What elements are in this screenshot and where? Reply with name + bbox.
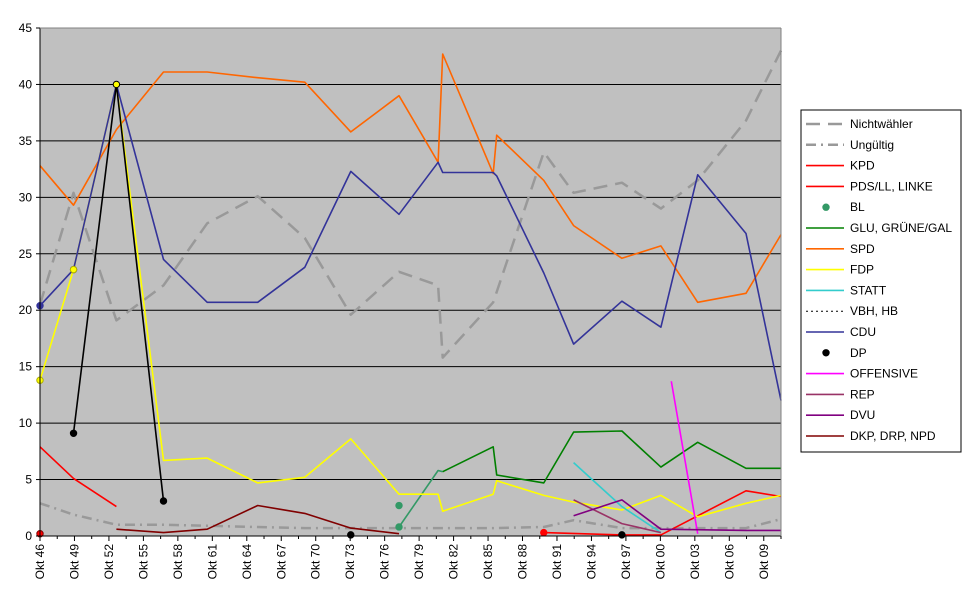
series-line-spd [39, 53, 782, 304]
legend-item-glu-gr-ne-gal: GLU, GRÜNE/GAL [806, 221, 952, 235]
legend-item-ung-ltig: Ungültig [806, 138, 894, 152]
x-tick-label-17: Okt 97 [619, 544, 633, 580]
x-tick-label-10: Okt 76 [378, 544, 392, 580]
legend-label-dp: DP [850, 346, 867, 360]
y-tick-label-40: 40 [19, 77, 33, 91]
x-tick-label-0: Okt 46 [33, 544, 47, 580]
x-tick-label-13: Okt 85 [481, 544, 495, 580]
series-line-rep [573, 499, 662, 534]
x-tick-label-6: Okt 64 [240, 544, 254, 580]
x-tick-label-9: Okt 73 [343, 544, 357, 580]
legend-label-bl: BL [850, 200, 865, 214]
series-line-statt [573, 462, 662, 534]
y-tick-label-20: 20 [19, 303, 33, 317]
x-tick-label-1: Okt 49 [68, 544, 82, 580]
legend-item-rep: REP [806, 387, 875, 401]
legend-item-vbh-hb: VBH, HB [806, 304, 898, 318]
x-tick-label-11: Okt 79 [412, 544, 426, 580]
legend-item-statt: STATT [806, 283, 887, 297]
legend-label-offensive: OFFENSIVE [850, 367, 918, 381]
y-tick-label-25: 25 [19, 247, 33, 261]
series-line-ung-ltig [39, 502, 782, 530]
marker-pds-ll-linke-12 [540, 528, 548, 537]
legend-label-statt: STATT [850, 283, 887, 297]
markers-layer [36, 80, 626, 539]
x-tick-label-12: Okt 82 [447, 544, 461, 580]
x-tick-label-18: Okt 00 [653, 544, 667, 580]
legend-label-ung-ltig: Ungültig [850, 138, 894, 152]
series-line-dkp-drp-npd [116, 504, 400, 535]
marker-dp-7 [347, 531, 355, 539]
legend-swatch-bl [822, 203, 830, 211]
marker-dp-5 [69, 429, 78, 437]
legend-item-dkp-drp-npd: DKP, DRP, NPD [806, 429, 936, 443]
x-tick-label-5: Okt 61 [205, 544, 219, 580]
axes-layer: 0 5 10 15 20 25 30 35 40 45 Okt 46 Okt 49 Okt 52 Okt … [19, 21, 782, 580]
legend-item-spd: SPD [806, 242, 875, 256]
legend-item-dvu: DVU [806, 408, 875, 422]
legend-item-cdu: CDU [806, 325, 876, 339]
y-tick-label-30: 30 [19, 190, 33, 204]
x-tick-label-16: Okt 94 [584, 544, 598, 580]
x-tick-label-3: Okt 55 [136, 544, 150, 580]
y-tick-label-45: 45 [19, 21, 33, 35]
legend-label-nichtw-hler: Nichtwähler [850, 117, 913, 131]
marker-fdp-4 [112, 80, 121, 89]
series-line-glu-gr-ne-gal [442, 430, 781, 484]
legend-item-pds-ll-linke: PDS/LL, LINKE [806, 179, 933, 193]
series-line-fdp [39, 83, 782, 518]
x-tick-label-2: Okt 52 [102, 544, 116, 580]
series-line-dvu [573, 499, 781, 532]
y-tick-label-0: 0 [25, 529, 32, 543]
legend-label-spd: SPD [850, 242, 875, 256]
y-tick-label-15: 15 [19, 360, 33, 374]
legend-label-dvu: DVU [850, 408, 875, 422]
x-tick-label-15: Okt 91 [550, 544, 564, 580]
marker-bl-10 [395, 523, 403, 531]
legend-item-bl: BL [822, 200, 865, 214]
legend-label-cdu: CDU [850, 325, 876, 339]
legend-label-rep: REP [850, 387, 875, 401]
legend-item-fdp: FDP [806, 263, 874, 277]
series-line-nichtw-hler [38, 50, 783, 359]
marker-bl-9 [395, 501, 403, 510]
legend-label-kpd: KPD [850, 159, 875, 173]
x-tick-label-19: Okt 03 [688, 544, 702, 580]
x-tick-label-7: Okt 67 [274, 544, 288, 580]
series-line-pds-ll-linke [543, 489, 782, 536]
marker-dp-6 [159, 497, 168, 505]
legend-label-glu-gr-ne-gal: GLU, GRÜNE/GAL [850, 221, 952, 235]
series-line-bl [398, 469, 443, 528]
plot-area [40, 28, 781, 536]
legend-label-pds-ll-linke: PDS/LL, LINKE [850, 179, 933, 193]
x-tick-label-20: Okt 06 [722, 544, 736, 580]
legend-item-kpd: KPD [806, 159, 875, 173]
legend-box [800, 109, 962, 453]
legend-label-vbh-hb: VBH, HB [850, 304, 898, 318]
x-tick-label-14: Okt 88 [516, 544, 530, 580]
marker-dp-8 [618, 531, 626, 539]
x-tick-label-8: Okt 70 [309, 544, 323, 580]
series-line-cdu [39, 83, 782, 401]
legend-item-dp: DP [822, 346, 867, 360]
legend-label-fdp: FDP [850, 263, 874, 277]
legend: Nichtwähler Ungültig KPD PDS/LL, LINKE BL GLU… [800, 109, 962, 453]
legend-item-nichtw-hler: Nichtwähler [806, 117, 913, 131]
y-tick-label-35: 35 [19, 134, 33, 148]
legend-label-dkp-drp-npd: DKP, DRP, NPD [850, 429, 936, 443]
series-line-kpd [39, 446, 117, 508]
y-tick-label-10: 10 [19, 416, 33, 430]
marker-fdp-3 [69, 265, 78, 274]
x-tick-label-4: Okt 58 [171, 544, 185, 580]
x-tick-label-21: Okt 09 [757, 544, 771, 580]
legend-swatch-dp [822, 349, 830, 357]
y-tick-label-5: 5 [25, 473, 32, 487]
legend-item-offensive: OFFENSIVE [806, 367, 918, 381]
series-line-offensive [670, 381, 699, 534]
